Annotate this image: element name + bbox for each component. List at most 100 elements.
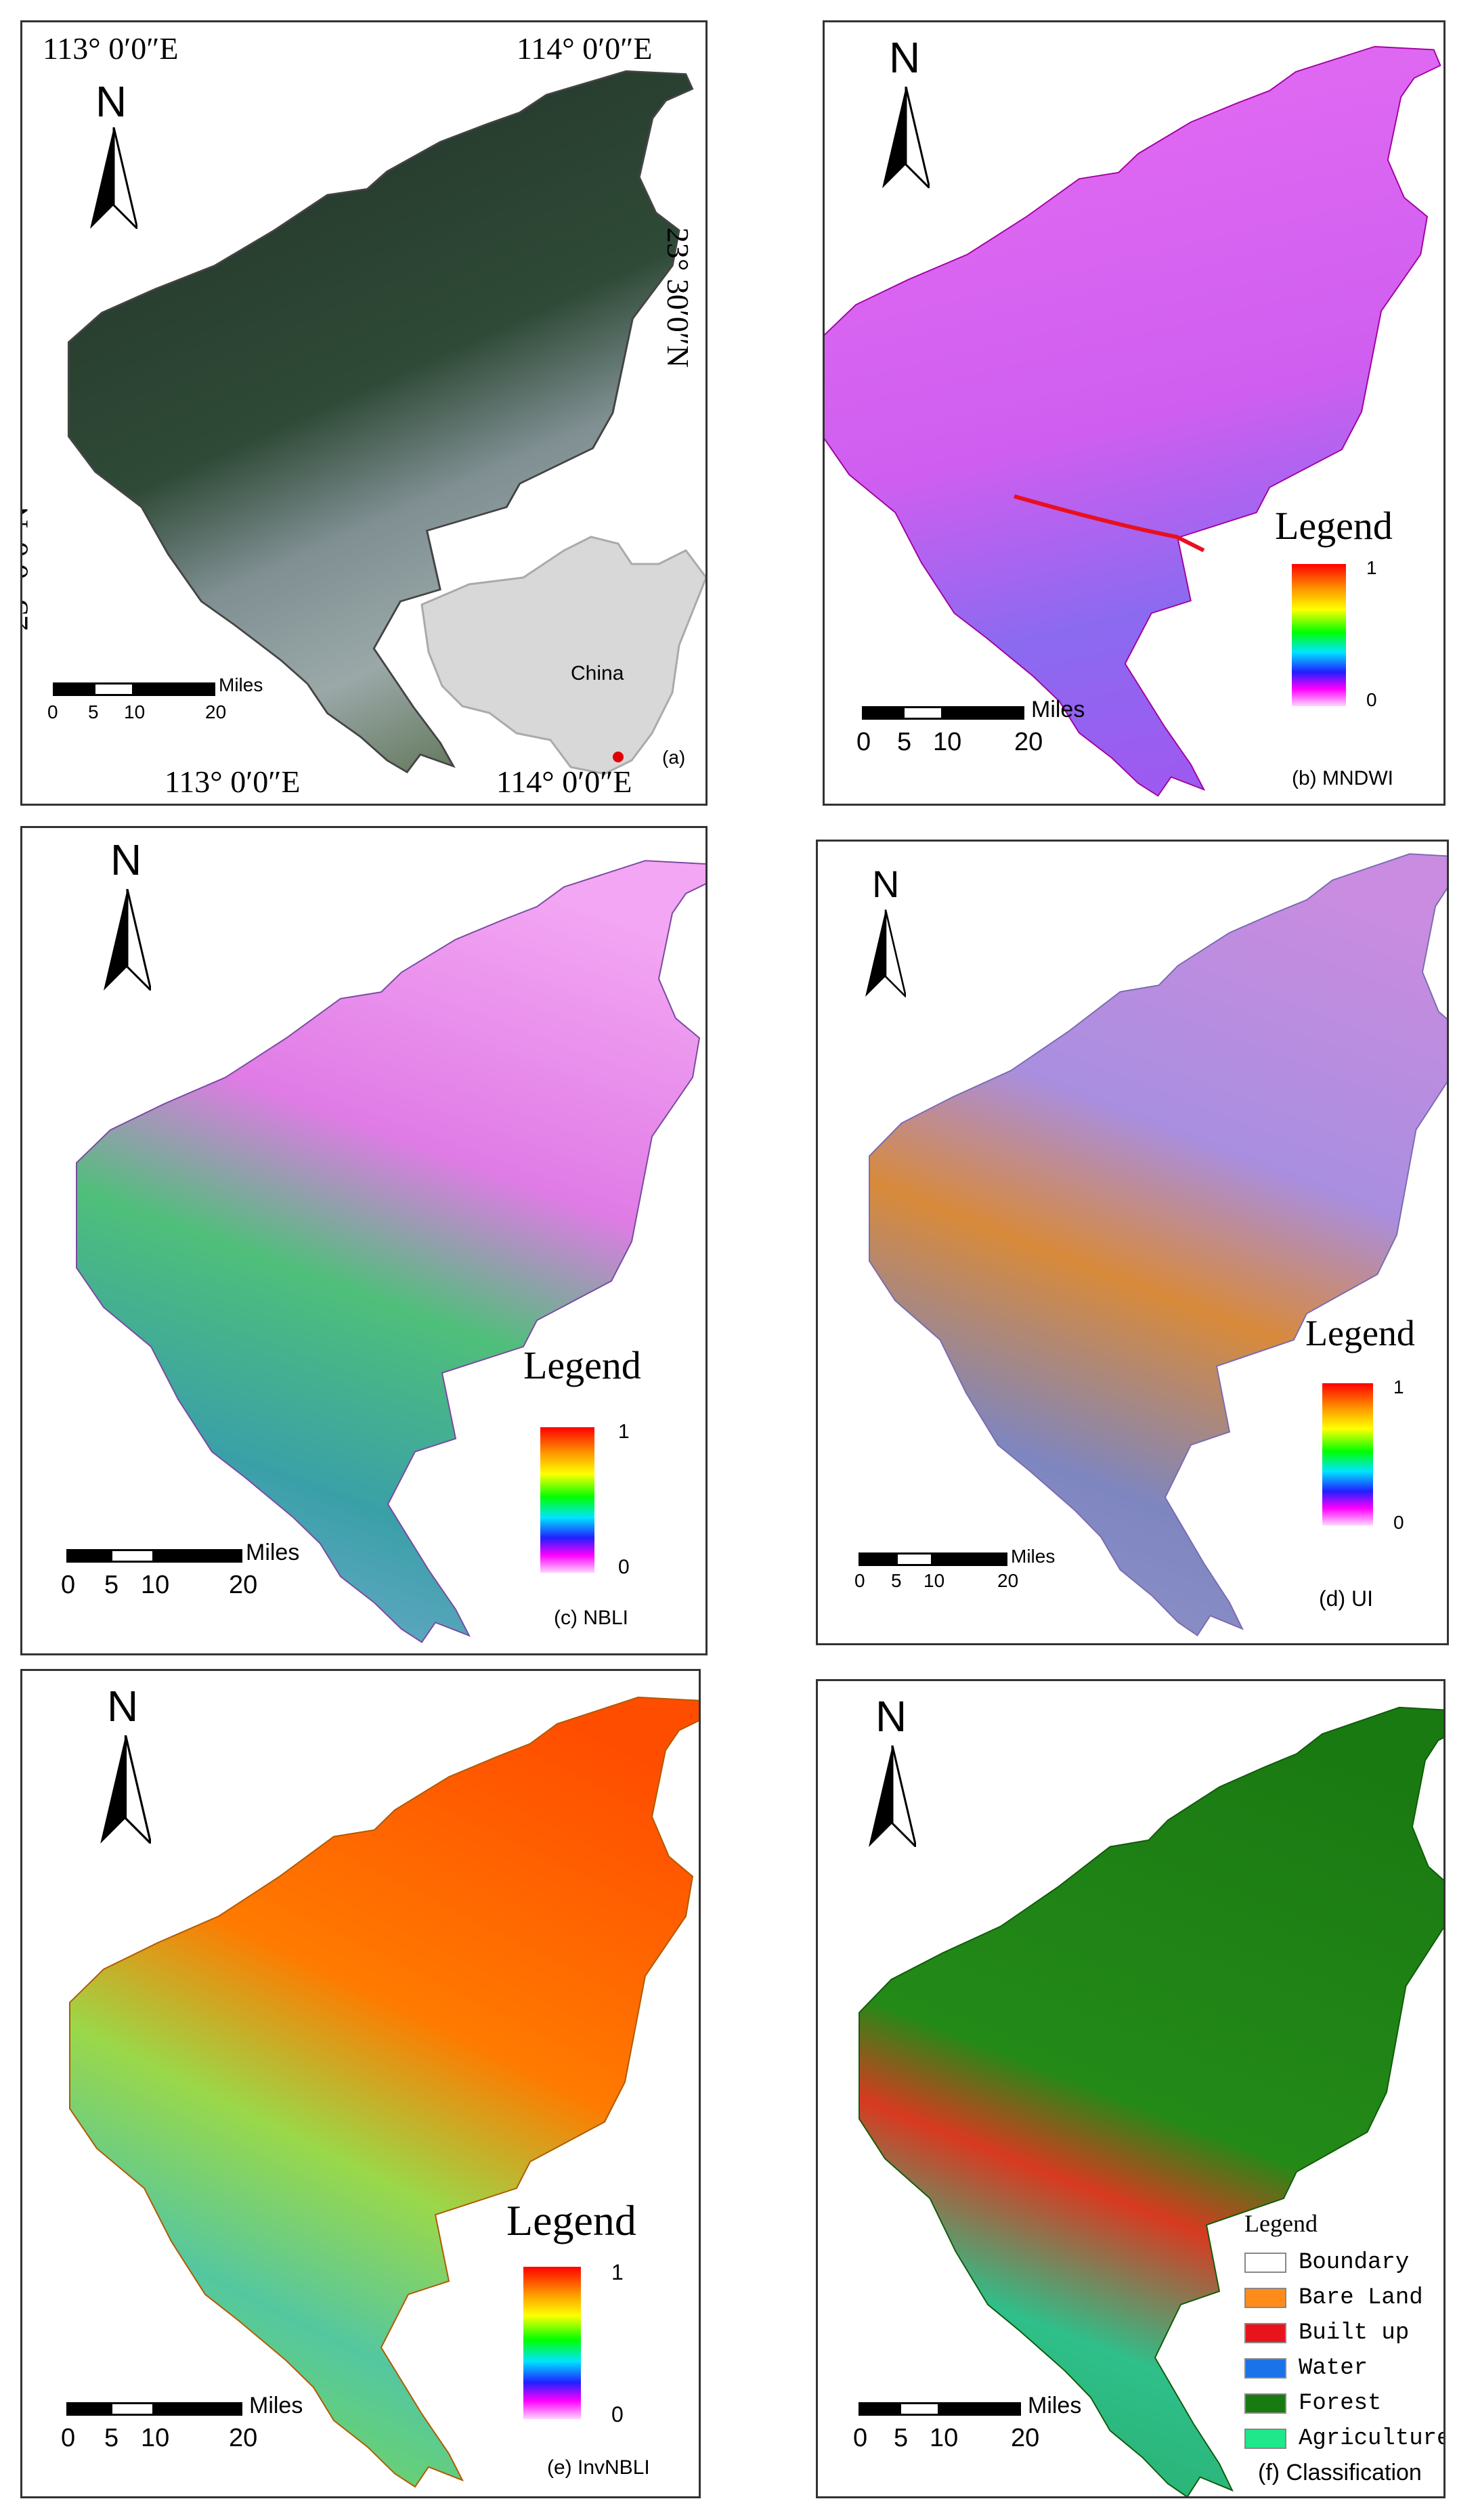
scale-tick-20: 20 (1014, 728, 1043, 756)
scale-tick-20: 20 (229, 1571, 258, 1599)
legend-title: Legend (1244, 2210, 1318, 2237)
scale-unit: Miles (219, 674, 263, 695)
scale-tick-0: 0 (854, 1570, 865, 1591)
north-arrow-icon (882, 87, 930, 188)
class-swatch (1244, 2393, 1286, 2414)
scale-tick-10: 10 (923, 1570, 945, 1591)
legend-max: 1 (1366, 557, 1377, 578)
north-label: N (110, 835, 142, 884)
legend-title: Legend (1275, 504, 1393, 548)
class-swatch (1244, 2358, 1286, 2378)
china-label: China (571, 662, 624, 685)
panel-e-invnbli: N Legend 1 0 (e) InvNBLI Miles 0 5 10 20 (20, 1669, 701, 2498)
caption-f: (f) Classification (1258, 2460, 1422, 2485)
scale-unit: Miles (1031, 697, 1085, 722)
scale-tick-10: 10 (124, 701, 146, 722)
scale-tick-0: 0 (856, 728, 871, 756)
scale-tick-20: 20 (997, 1570, 1019, 1591)
north-arrow-icon (104, 889, 151, 991)
scale-tick-5: 5 (104, 1571, 119, 1599)
caption-c: (c) NBLI (554, 1607, 629, 1629)
scale-tick-10: 10 (141, 2424, 170, 2452)
legend-min: 0 (1366, 689, 1377, 710)
scale-tick-10: 10 (141, 1571, 170, 1599)
mndwi-map (825, 45, 1441, 797)
scale-tick-5: 5 (891, 1570, 902, 1591)
satellite-map (67, 70, 705, 775)
class-legend-row: Water (1244, 2355, 1368, 2381)
class-legend-row: Bare Land (1244, 2285, 1423, 2311)
north-label: N (872, 863, 900, 905)
coord-right-upper: 23° 30′0″N (661, 227, 696, 368)
legend-max: 1 (618, 1420, 630, 1443)
legend-min: 0 (611, 2402, 624, 2427)
panel-f-classification: N Legend Boundary Bare Land Built up Water F… (816, 1679, 1446, 2498)
scale-tick-0: 0 (61, 1571, 76, 1599)
panel-a-satellite: 113° 0′0″E 114° 0′0″E 113° 0′0″E 114° 0′… (20, 20, 708, 806)
legend-max: 1 (1393, 1376, 1404, 1397)
scale-unit: Miles (1028, 2393, 1082, 2418)
scale-tick-5: 5 (897, 728, 912, 756)
coord-top-right: 114° 0′0″E (517, 31, 653, 66)
class-label: Boundary (1299, 2250, 1410, 2276)
study-area-marker (613, 752, 624, 762)
scale-tick-5: 5 (894, 2424, 909, 2452)
scale-unit: Miles (246, 1540, 300, 1565)
caption-d: (d) UI (1319, 1586, 1373, 1611)
legend-ramp (1322, 1383, 1373, 1525)
scale-tick-10: 10 (933, 728, 962, 756)
class-label: Water (1299, 2355, 1368, 2381)
class-swatch (1244, 2429, 1286, 2449)
class-label: Agriculture (1299, 2426, 1446, 2452)
north-label: N (875, 1692, 907, 1741)
scale-unit: Miles (249, 2393, 303, 2418)
class-legend-row: Boundary (1244, 2250, 1409, 2276)
scale-tick-20: 20 (1011, 2424, 1040, 2452)
class-swatch (1244, 2323, 1286, 2343)
scale-tick-5: 5 (88, 701, 99, 722)
north-arrow-icon (865, 909, 906, 997)
north-label: N (107, 1682, 139, 1731)
legend-ramp (1292, 564, 1346, 706)
legend-title: Legend (1305, 1313, 1415, 1353)
scale-tick-5: 5 (104, 2424, 119, 2452)
scale-unit: Miles (1011, 1546, 1056, 1567)
scale-tick-10: 10 (930, 2424, 959, 2452)
north-arrow-icon (90, 127, 137, 229)
class-swatch (1244, 2253, 1286, 2273)
north-label: N (95, 77, 127, 126)
class-label: Built up (1299, 2320, 1410, 2346)
legend-title: Legend (506, 2196, 636, 2244)
legend-max: 1 (611, 2260, 624, 2284)
panel-d-ui: N Legend 1 0 (d) UI Miles 0 5 10 20 (816, 840, 1449, 1645)
class-label: Forest (1299, 2391, 1382, 2416)
panel-c-nbli: N Legend 1 0 (c) NBLI Miles 0 5 10 20 (20, 826, 708, 1655)
class-legend-row: Forest (1244, 2391, 1381, 2416)
caption-a: (a) (662, 747, 686, 768)
caption-b: (b) MNDWI (1292, 767, 1393, 789)
legend-title: Legend (523, 1343, 641, 1387)
class-legend-row: Built up (1244, 2320, 1409, 2346)
caption-e: (e) InvNBLI (547, 2456, 650, 2479)
coord-bottom-right: 114° 0′0″E (496, 764, 632, 799)
panel-b-mndwi: N Legend 1 0 (b) MNDWI Miles 0 5 10 20 (823, 20, 1446, 806)
coord-left-lower: 23° 0′0″N (20, 506, 35, 631)
scale-tick-0: 0 (61, 2424, 76, 2452)
china-inset-shape (420, 536, 705, 775)
legend-min: 0 (1393, 1512, 1404, 1533)
north-arrow-icon (100, 1735, 151, 1844)
scale-tick-0: 0 (853, 2424, 868, 2452)
class-label: Bare Land (1299, 2285, 1423, 2311)
coord-top-left: 113° 0′0″E (43, 31, 179, 66)
class-swatch (1244, 2288, 1286, 2308)
scale-tick-20: 20 (229, 2424, 258, 2452)
scale-tick-0: 0 (47, 701, 58, 722)
north-arrow-icon (869, 1745, 916, 1847)
legend-min: 0 (618, 1556, 630, 1578)
legend-ramp (540, 1427, 594, 1573)
scale-tick-20: 20 (205, 701, 227, 722)
class-legend-row: Agriculture (1244, 2426, 1446, 2452)
legend-ramp (523, 2267, 581, 2419)
coord-left-upper: 23° 30′0″N (20, 227, 29, 368)
coord-bottom-left: 113° 0′0″E (165, 764, 301, 799)
